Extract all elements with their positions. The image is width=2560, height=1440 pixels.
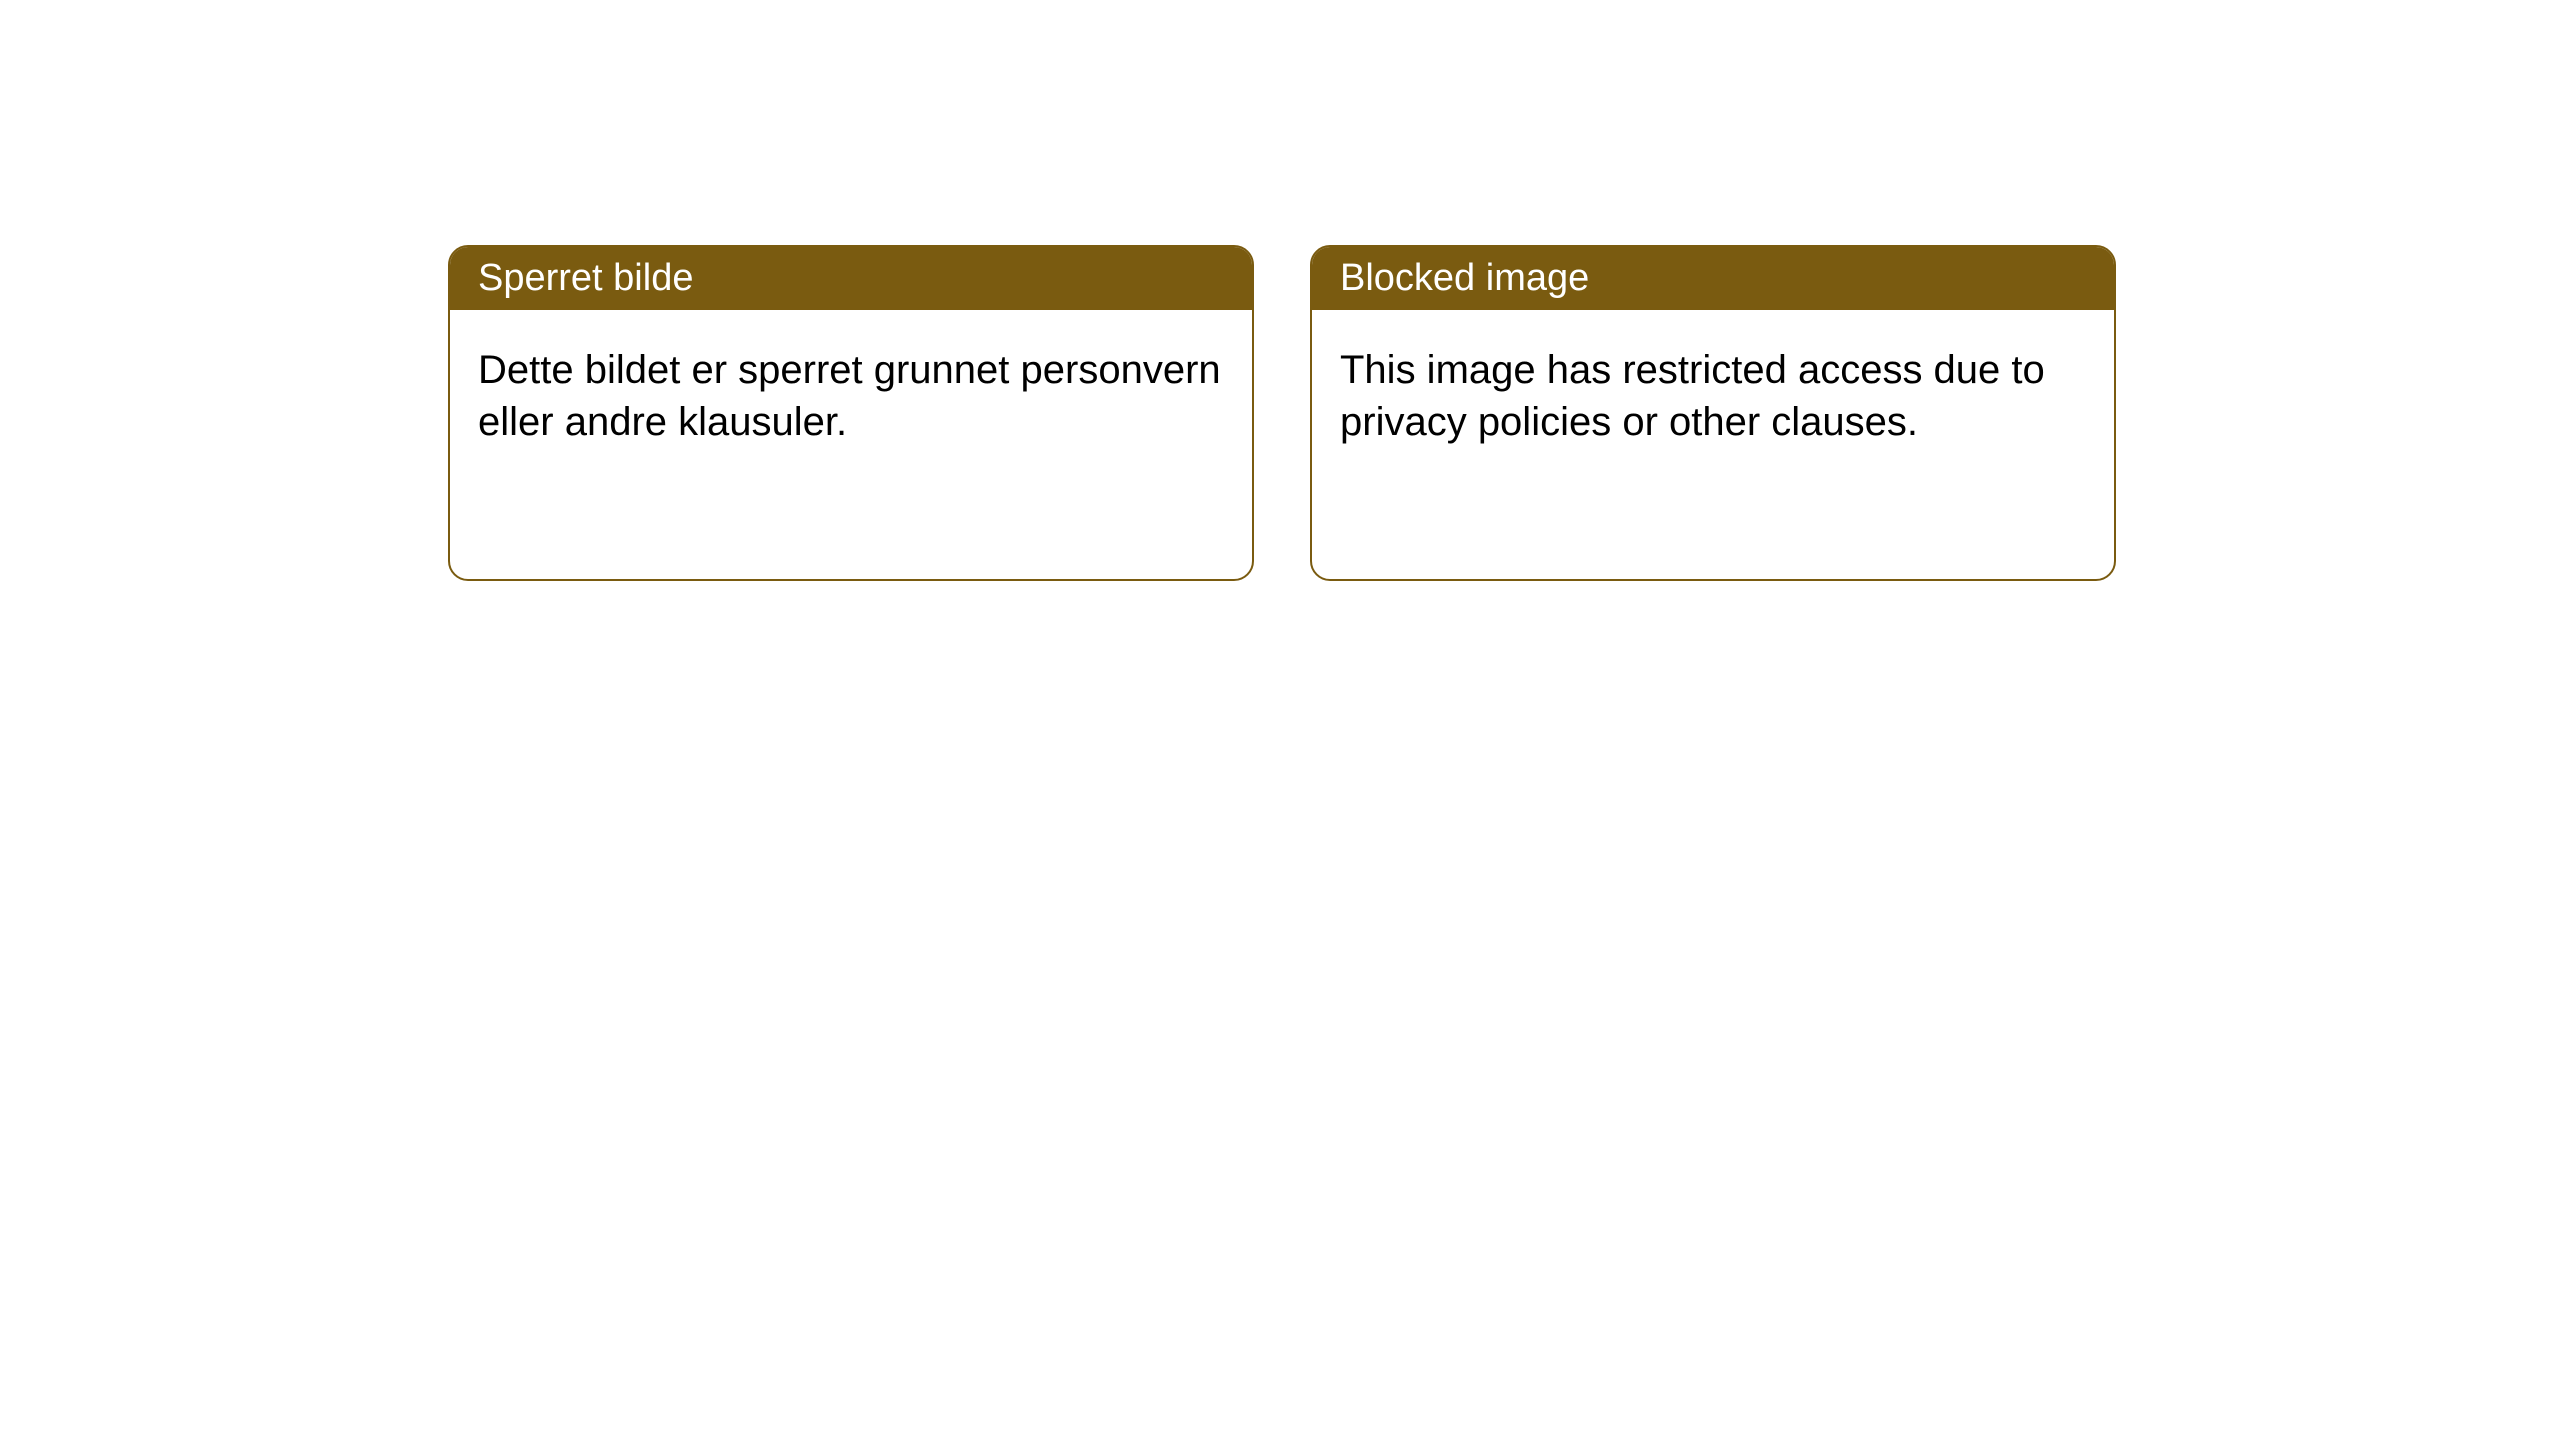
- card-header: Sperret bilde: [450, 247, 1252, 310]
- card-header: Blocked image: [1312, 247, 2114, 310]
- card-body: Dette bildet er sperret grunnet personve…: [450, 310, 1252, 482]
- cards-container: Sperret bilde Dette bildet er sperret gr…: [448, 245, 2560, 581]
- notice-card-english: Blocked image This image has restricted …: [1310, 245, 2116, 581]
- notice-card-norwegian: Sperret bilde Dette bildet er sperret gr…: [448, 245, 1254, 581]
- card-body: This image has restricted access due to …: [1312, 310, 2114, 482]
